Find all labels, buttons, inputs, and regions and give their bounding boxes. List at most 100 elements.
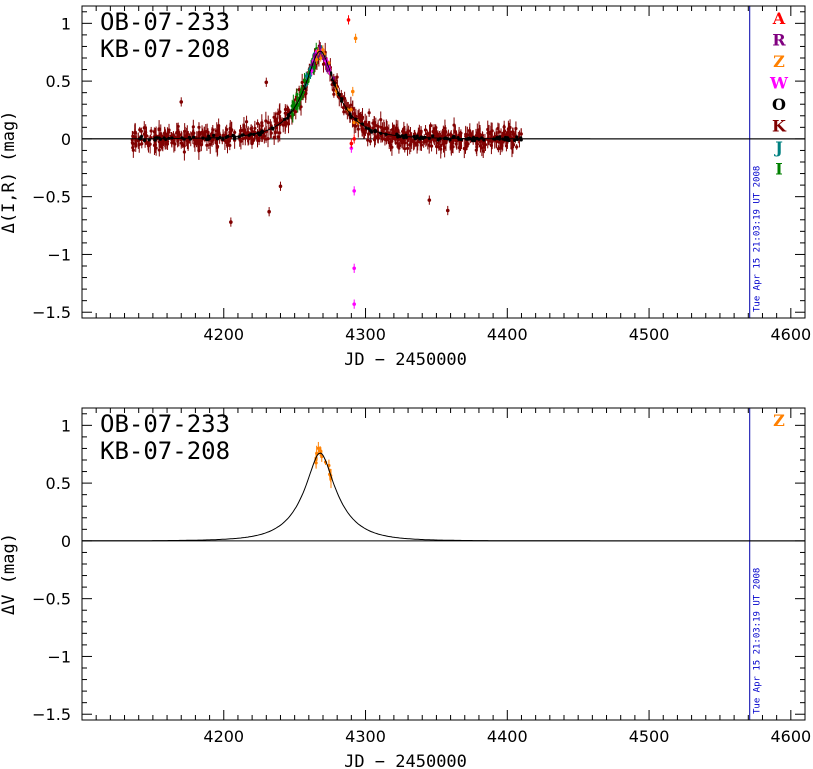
data-point <box>343 96 347 101</box>
event-label-1: OB-07-233 <box>100 8 230 36</box>
data-point <box>396 128 400 132</box>
x-tick-label: 4400 <box>487 325 528 344</box>
data-point <box>211 128 215 132</box>
legend-entry: K <box>772 117 787 136</box>
data-point <box>427 143 431 147</box>
data-point <box>274 130 278 135</box>
data-point <box>264 80 269 85</box>
data-point <box>131 148 135 152</box>
data-point <box>427 198 432 202</box>
data-point <box>482 145 486 149</box>
data-point <box>358 113 363 118</box>
data-point <box>319 56 323 60</box>
data-point <box>273 119 277 123</box>
legend: Z <box>773 411 785 430</box>
data-point <box>360 127 364 131</box>
data-point <box>266 120 270 125</box>
data-point <box>246 130 250 135</box>
data-point <box>297 88 301 92</box>
data-point <box>401 128 405 133</box>
data-point <box>229 220 233 224</box>
data-point <box>180 136 184 140</box>
legend-entry: J <box>773 138 783 157</box>
model-curve <box>82 50 805 140</box>
data-point <box>464 132 468 136</box>
panel-bottom: 4200 4300 4400 4500 4600 1 0.5 0 −0.5 −1 −1.5 OB-0… <box>0 407 811 769</box>
data-point <box>350 89 355 94</box>
legend-entry: A <box>772 9 786 28</box>
data-point <box>489 130 493 134</box>
y-tick-label: 1 <box>61 14 71 33</box>
panel-bottom-frame <box>81 407 806 721</box>
data-point <box>262 134 266 138</box>
data-point <box>320 455 324 459</box>
data-point <box>218 133 222 137</box>
data-point <box>478 144 483 148</box>
data-point <box>300 80 304 85</box>
data-point <box>349 107 353 112</box>
data-point <box>376 133 380 137</box>
data-point <box>368 139 372 143</box>
data-point <box>215 144 220 149</box>
data-point <box>366 138 370 142</box>
data-point <box>441 133 445 137</box>
data-point <box>257 138 261 143</box>
event-label-2: KB-07-208 <box>100 437 230 465</box>
data-point <box>249 136 253 140</box>
data-point <box>439 147 443 151</box>
data-point <box>225 143 230 147</box>
data-point <box>302 78 307 83</box>
y-tick-label: 0.5 <box>46 474 71 493</box>
panel-bottom-plot: 4200 4300 4400 4500 4600 1 0.5 0 −0.5 −1 −1.5 <box>32 408 811 746</box>
data-point <box>476 134 480 138</box>
data-point <box>152 130 156 134</box>
data-point <box>489 143 494 148</box>
data-point <box>372 138 377 142</box>
data-point <box>198 141 202 145</box>
data-point <box>244 120 249 124</box>
data-point <box>205 143 209 147</box>
data-point <box>391 130 396 134</box>
data-point <box>264 119 268 123</box>
data-point <box>464 141 469 145</box>
data-point <box>157 148 161 152</box>
data-point <box>255 136 260 140</box>
data-point <box>486 131 490 135</box>
x-tick-label: 4500 <box>629 727 670 746</box>
data-point <box>482 138 486 142</box>
data-point <box>367 111 371 115</box>
x-tick-label: 4200 <box>203 325 244 344</box>
data-point <box>167 130 171 134</box>
data-point <box>346 18 351 22</box>
legend-entry: Z <box>773 411 785 430</box>
data-point <box>239 128 243 133</box>
data-point <box>243 136 247 140</box>
legend-entry: I <box>775 160 782 179</box>
data-point <box>446 133 450 137</box>
data-point <box>475 142 479 146</box>
data-point <box>318 45 322 50</box>
event-label-2: KB-07-208 <box>100 35 230 63</box>
data-point <box>202 132 206 136</box>
data-point <box>452 135 456 139</box>
legend-entry: W <box>769 74 789 93</box>
data-point <box>362 131 367 136</box>
x-tick-label: 4500 <box>629 325 670 344</box>
panel-top-frame <box>81 5 806 319</box>
x-tick-label: 4200 <box>203 727 244 746</box>
data-point <box>211 133 216 137</box>
data-point <box>316 446 320 450</box>
data-point <box>215 137 220 141</box>
data-point <box>352 189 356 193</box>
data-point <box>405 146 410 150</box>
data-point <box>459 131 463 135</box>
data-point <box>448 138 452 142</box>
data-point <box>133 131 137 135</box>
data-point <box>228 126 232 130</box>
x-axis-label: JD − 2450000 <box>344 350 467 370</box>
data-point <box>295 92 299 97</box>
data-point <box>332 88 336 92</box>
data-point <box>354 114 358 118</box>
data-point <box>221 137 225 141</box>
